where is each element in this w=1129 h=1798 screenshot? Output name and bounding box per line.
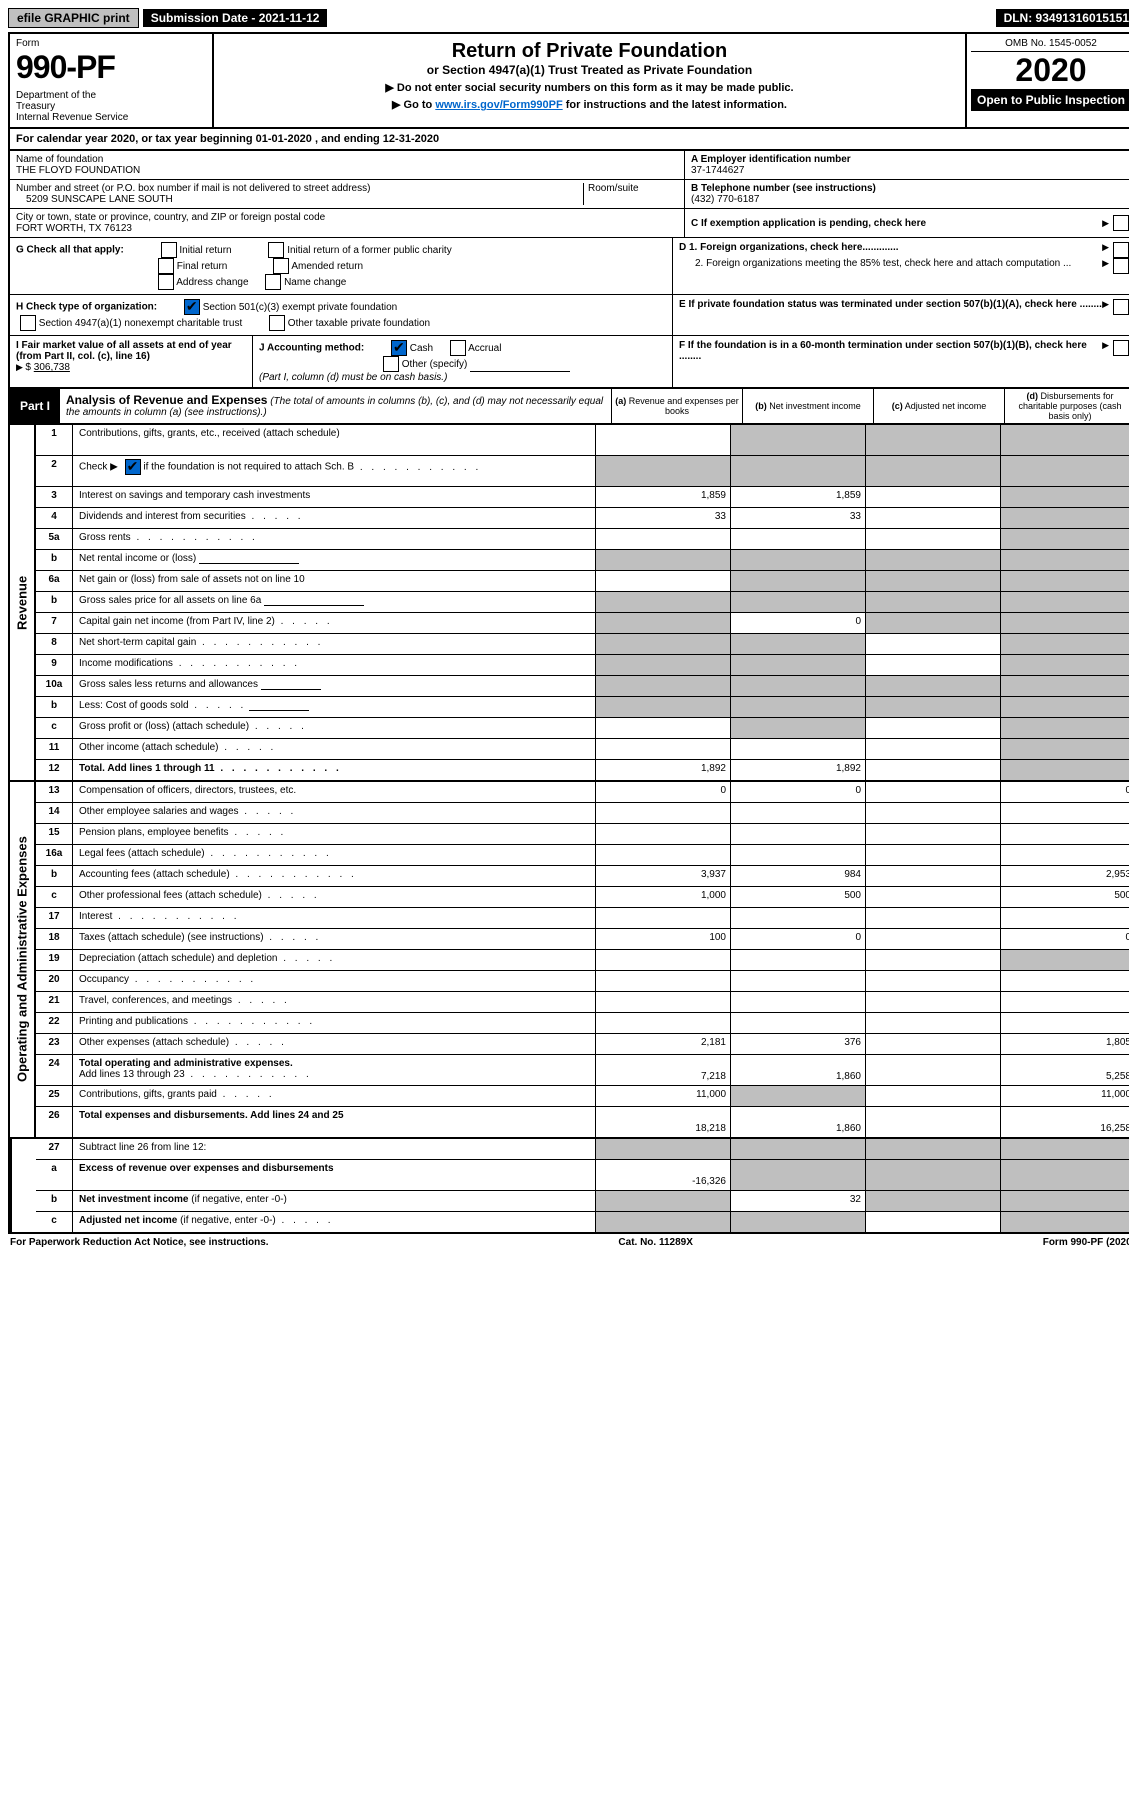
revenue-side-label: Revenue: [10, 425, 36, 780]
schb-checkbox[interactable]: [125, 459, 141, 475]
city-state-zip: FORT WORTH, TX 76123: [16, 223, 678, 234]
col-c-header: (c) Adjusted net income: [873, 389, 1004, 423]
street-address: 5209 SUNSCAPE LANE SOUTH: [16, 194, 583, 205]
open-inspection: Open to Public Inspection: [971, 89, 1129, 111]
col-b-header: (b) Net investment income: [742, 389, 873, 423]
phone-row: B Telephone number (see instructions) (4…: [685, 180, 1129, 209]
info-grid: Name of foundation THE FLOYD FOUNDATION …: [8, 151, 1129, 238]
part1-desc: Analysis of Revenue and Expenses (The to…: [60, 389, 611, 423]
page-footer: For Paperwork Reduction Act Notice, see …: [8, 1234, 1129, 1251]
ein-value: 37-1744627: [691, 165, 1129, 176]
col-a-header: (a) Revenue and expenses per books: [611, 389, 742, 423]
part1-label: Part I: [10, 389, 60, 423]
ein-row: A Employer identification number 37-1744…: [685, 151, 1129, 180]
section-g: G Check all that apply: Initial return I…: [8, 238, 1129, 295]
form-label: Form: [16, 38, 206, 49]
exemption-checkbox[interactable]: [1113, 215, 1129, 231]
fmv-value: 306,738: [34, 362, 70, 373]
line27-table: 27Subtract line 26 from line 12: aExcess…: [8, 1139, 1129, 1234]
amended-return-checkbox[interactable]: [273, 258, 289, 274]
note-ssn: ▶ Do not enter social security numbers o…: [220, 81, 959, 94]
room-suite-label: Room/suite: [583, 183, 678, 205]
d1-checkbox[interactable]: [1113, 242, 1129, 258]
name-change-checkbox[interactable]: [265, 274, 281, 290]
4947-checkbox[interactable]: [20, 315, 36, 331]
d2-checkbox[interactable]: [1113, 258, 1129, 274]
initial-former-checkbox[interactable]: [268, 242, 284, 258]
f-checkbox[interactable]: [1113, 340, 1129, 356]
other-method-checkbox[interactable]: [383, 356, 399, 372]
form-header-right: OMB No. 1545-0052 2020 Open to Public In…: [965, 34, 1129, 127]
e-checkbox[interactable]: [1113, 299, 1129, 315]
form990pf-link[interactable]: www.irs.gov/Form990PF: [435, 99, 562, 111]
other-taxable-checkbox[interactable]: [269, 315, 285, 331]
dln: DLN: 93491316015151: [996, 9, 1129, 27]
address-change-checkbox[interactable]: [158, 274, 174, 290]
cat-number: Cat. No. 11289X: [618, 1237, 692, 1248]
form-header-center: Return of Private Foundation or Section …: [214, 34, 965, 127]
efile-button[interactable]: efile GRAPHIC print: [8, 8, 139, 28]
submission-date: Submission Date - 2021-11-12: [143, 9, 328, 27]
expenses-side-label: Operating and Administrative Expenses: [10, 782, 36, 1137]
initial-return-checkbox[interactable]: [161, 242, 177, 258]
form-ref: Form 990-PF (2020): [1043, 1237, 1129, 1248]
tax-year: 2020: [971, 52, 1129, 89]
501c3-checkbox[interactable]: [184, 299, 200, 315]
section-ij: I Fair market value of all assets at end…: [8, 336, 1129, 389]
dept-label: Department of theTreasuryInternal Revenu…: [16, 90, 206, 123]
final-return-checkbox[interactable]: [158, 258, 174, 274]
cash-checkbox[interactable]: [391, 340, 407, 356]
address-row: Number and street (or P.O. box number if…: [10, 180, 684, 209]
top-bar: efile GRAPHIC print Submission Date - 20…: [8, 8, 1129, 28]
form-header-left: Form 990-PF Department of theTreasuryInt…: [10, 34, 214, 127]
note-goto: ▶ Go to www.irs.gov/Form990PF for instru…: [220, 98, 959, 111]
calendar-year-line: For calendar year 2020, or tax year begi…: [8, 129, 1129, 151]
section-h: H Check type of organization: Section 50…: [8, 295, 1129, 336]
form-header: Form 990-PF Department of theTreasuryInt…: [8, 32, 1129, 129]
phone-value: (432) 770-6187: [691, 194, 1129, 205]
foundation-name: THE FLOYD FOUNDATION: [16, 165, 678, 176]
omb-number: OMB No. 1545-0052: [971, 38, 1129, 52]
accrual-checkbox[interactable]: [450, 340, 466, 356]
part1-header: Part I Analysis of Revenue and Expenses …: [8, 389, 1129, 425]
pra-notice: For Paperwork Reduction Act Notice, see …: [10, 1237, 269, 1248]
exemption-row: C If exemption application is pending, c…: [685, 209, 1129, 237]
form-subtitle: or Section 4947(a)(1) Trust Treated as P…: [220, 63, 959, 77]
revenue-table: Revenue 1Contributions, gifts, grants, e…: [8, 425, 1129, 782]
form-number: 990-PF: [16, 49, 206, 86]
col-d-header: (d) Disbursements for charitable purpose…: [1004, 389, 1129, 423]
foundation-name-row: Name of foundation THE FLOYD FOUNDATION: [10, 151, 684, 180]
expenses-table: Operating and Administrative Expenses 13…: [8, 782, 1129, 1139]
form-title: Return of Private Foundation: [220, 40, 959, 63]
city-row: City or town, state or province, country…: [10, 209, 684, 237]
